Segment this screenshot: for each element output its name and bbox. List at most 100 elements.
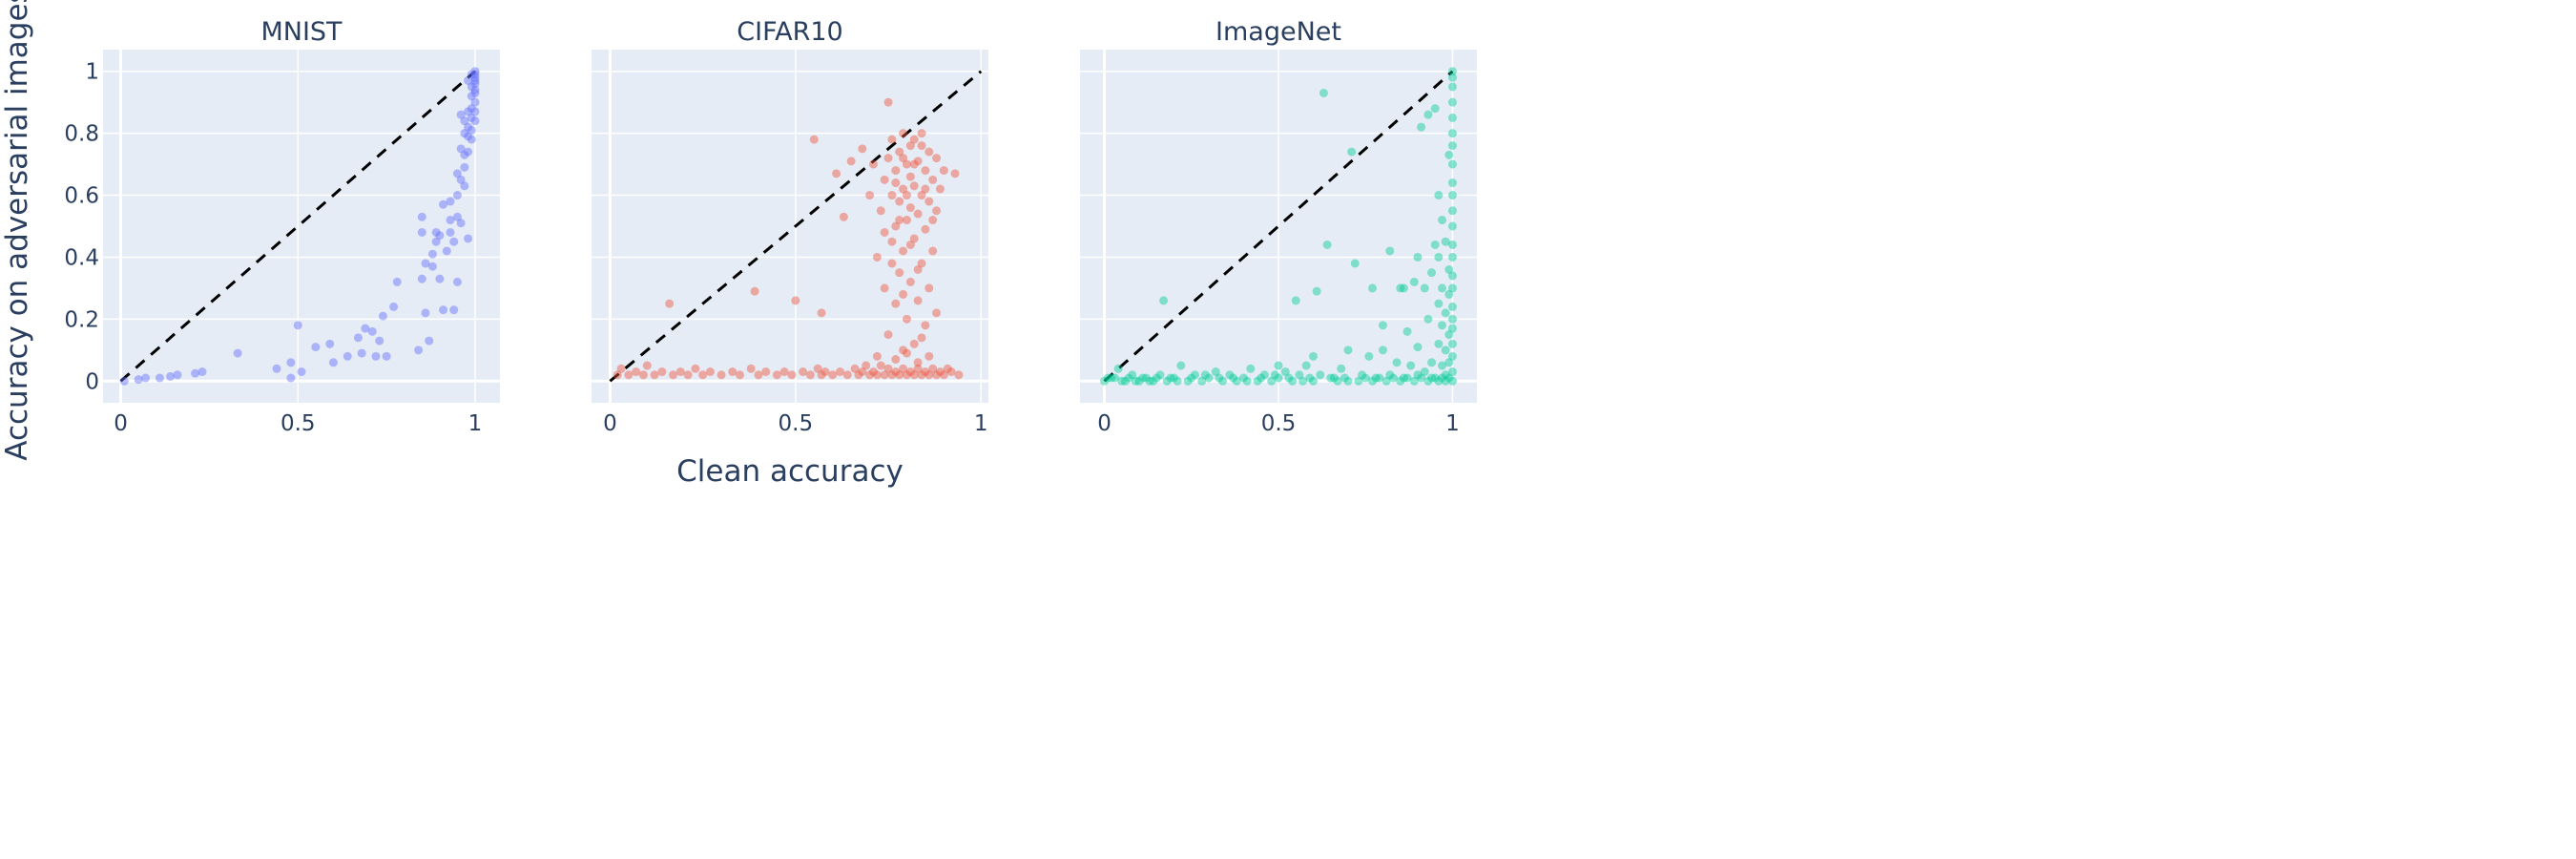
data-point [880, 283, 889, 293]
data-point [1138, 373, 1148, 383]
data-point [421, 308, 430, 318]
x-tick-label: 1 [974, 411, 988, 436]
data-point [272, 364, 281, 373]
data-point [883, 364, 893, 373]
data-point [1447, 129, 1457, 138]
data-point [935, 184, 945, 194]
data-point [470, 116, 480, 126]
data-point [1229, 373, 1238, 383]
data-point [868, 367, 878, 377]
data-point [1430, 104, 1440, 114]
data-point [1413, 343, 1423, 352]
data-point [1447, 302, 1457, 311]
data-point [1399, 283, 1408, 293]
data-point [717, 370, 726, 380]
data-point [899, 154, 908, 163]
data-point [1396, 376, 1405, 386]
data-point [905, 172, 915, 181]
data-point [1447, 339, 1457, 348]
data-point [1232, 376, 1241, 386]
data-point [1170, 373, 1179, 383]
data-point [286, 373, 296, 383]
data-point [1427, 268, 1437, 278]
data-point [1447, 141, 1457, 151]
data-point [887, 259, 897, 268]
data-point [1200, 370, 1210, 380]
data-point [1447, 191, 1457, 200]
data-point [191, 368, 200, 378]
x-tick-label: 0 [1097, 411, 1111, 436]
data-point [464, 75, 473, 85]
data-point [1305, 373, 1315, 383]
data-point [470, 97, 480, 107]
panel-cifar10: CIFAR10 0 0.5 1 [592, 17, 988, 436]
data-point [932, 154, 942, 163]
data-point [902, 314, 911, 324]
data-point [899, 364, 908, 373]
x-tick-label: 0.5 [779, 411, 814, 436]
data-point [1385, 370, 1395, 380]
data-point [464, 122, 473, 132]
data-point [1308, 376, 1318, 386]
data-point [1447, 376, 1457, 386]
x-axis-title: Clean accuracy [676, 454, 904, 489]
data-point [909, 135, 919, 144]
data-point [464, 132, 473, 141]
data-point [935, 367, 945, 377]
data-point [1301, 361, 1311, 370]
data-point [1159, 296, 1169, 305]
data-point [624, 370, 634, 380]
data-point [1420, 283, 1429, 293]
data-point [470, 85, 480, 94]
data-point [1441, 370, 1450, 380]
data-point [835, 367, 844, 377]
data-point [728, 367, 737, 377]
data-point [1308, 351, 1318, 361]
data-point [1343, 346, 1353, 355]
data-point [1447, 82, 1457, 92]
data-point [1447, 252, 1457, 262]
y-tick-label: 0.2 [64, 307, 99, 332]
data-point [761, 367, 771, 377]
data-point [1444, 150, 1454, 159]
data-point [427, 249, 437, 259]
data-point [297, 367, 306, 377]
diagonal-reference-line [609, 70, 983, 383]
data-point [1131, 376, 1140, 386]
data-point [1368, 283, 1378, 293]
data-point [467, 113, 476, 122]
data-point [134, 375, 143, 385]
data-point [924, 197, 934, 206]
data-point [858, 367, 867, 377]
data-point [1434, 339, 1444, 348]
data-point [456, 144, 466, 154]
data-point [813, 364, 822, 373]
data-point [932, 206, 942, 216]
data-point [921, 184, 930, 194]
data-point [924, 283, 934, 293]
data-point [417, 227, 426, 237]
data-point [883, 97, 893, 107]
panel-title: CIFAR10 [737, 17, 842, 47]
data-point [233, 348, 242, 358]
data-point [895, 370, 904, 380]
data-point [456, 219, 466, 228]
data-point [1288, 376, 1298, 386]
data-point [452, 169, 462, 178]
data-point [1274, 373, 1283, 383]
data-point [854, 370, 863, 380]
data-point [1447, 283, 1457, 293]
data-point [1107, 373, 1116, 383]
data-point [909, 159, 919, 169]
data-point [1120, 376, 1130, 386]
data-point [1375, 373, 1384, 383]
data-point [1441, 346, 1450, 355]
data-point [1396, 283, 1405, 293]
data-point [1326, 373, 1336, 383]
data-point [865, 370, 875, 380]
x-tick-label: 0.5 [1261, 411, 1297, 436]
data-point [1385, 246, 1395, 256]
data-point [452, 191, 462, 200]
